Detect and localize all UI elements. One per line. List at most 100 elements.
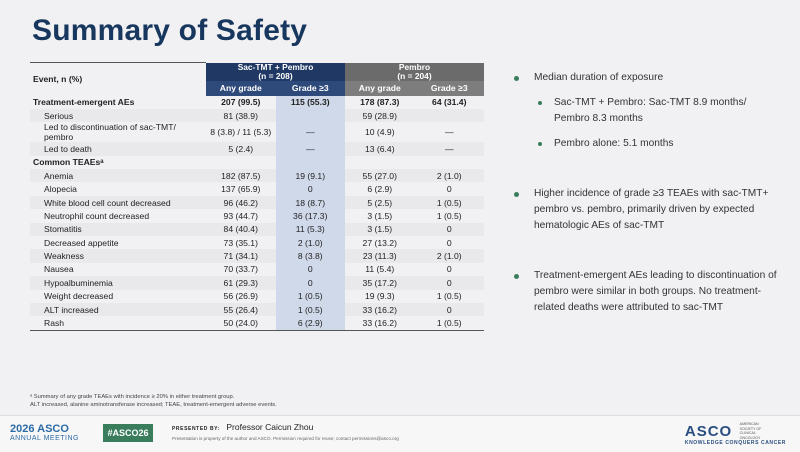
sac-group-header: Sac-TMT + Pembro (n = 208) [206,62,345,81]
row-label: Weight decreased [44,291,114,302]
pembro-group-header: Pembro (n = 204) [345,62,484,81]
row-label: Serious [30,108,206,123]
row-label: Alopecia [44,184,77,195]
pembro-any-grade-cell: 3 (1.5) [367,210,393,221]
safety-table: Event, n (%) Sac-TMT + Pembro (n = 208) … [30,62,484,331]
meeting-logo: 2026 ASCO ANNUAL MEETING [10,423,79,443]
bullet-exposure: Median duration of exposure [512,70,782,86]
sac-any-grade-cell: 5 (2.4) [206,142,276,156]
sac-any-grade-cell: 56 (26.9) [223,291,258,302]
property-notice: Presentation is property of the author a… [172,436,399,441]
presenter: PRESENTED BY: Professor Caicun Zhou [172,422,314,432]
pembro-any-grade-cell: 10 (4.9) [364,127,395,138]
sac-grade3-cell: 1 (0.5) [275,302,345,317]
key-points: Median duration of exposure Sac-TMT + Pe… [512,70,782,316]
sub-bullet-dot-icon [538,142,542,146]
bullet-dot-icon [514,192,519,197]
pembro-grade3-cell: 2 (1.0) [414,249,484,263]
sac-any-grade-cell: 93 (44.7) [223,210,258,221]
sac-any-grade-cell [206,156,276,169]
pembro-any-grade-cell: 35 (17.2) [345,276,415,290]
pembro-any-grade-cell: 33 (16.2) [345,316,415,331]
pembro-grade3-cell: — [444,127,454,138]
row-label: Stomatitis [30,222,206,237]
table-row: Decreased appetite 73 (35.1) 2 (1.0) 27 (13… [30,236,484,250]
table-row: Treatment-emergent AEs 207 (99.5) 115 (55.… [30,95,484,109]
row-label: White blood cell count decreased [30,195,206,210]
pembro-any-grade-cell: 6 (2.9) [367,184,393,195]
sac-any-grade-cell: 50 (24.0) [206,316,276,331]
sac-grade3-cell: 19 (9.1) [275,169,345,183]
table-row: Anemia 182 (87.5) 19 (9.1) 55 (27.0) 2 (1.0) [30,169,484,183]
sac-any-grade-cell: 84 (40.4) [206,222,276,237]
sub-bullet-dot-icon [538,101,542,105]
sac-grade3-cell: 8 (3.8) [275,249,345,263]
sac-any-grade-cell: 55 (26.4) [206,302,276,317]
sac-grade3-cell: 6 (2.9) [275,316,345,331]
table-row: Common TEAEsᵃ [30,155,485,170]
sac-grade3-cell: 0 [275,276,345,290]
footnote-a: ᵃ Summary of any grade TEAEs with incide… [30,394,235,400]
row-label: Decreased appetite [44,237,119,248]
row-label: Led to death [30,142,206,156]
table-row: Led to death 5 (2.4) —13 (6.4) — [30,142,484,156]
sac-grade3-cell: — [275,142,345,156]
pembro-any-grade-cell: 3 (1.5) [345,222,415,237]
sac-grade3-cell: 2 (1.0) [275,236,345,250]
pembro-grade3-cell [415,156,485,169]
sac-any-grade-cell: 182 (87.5) [206,169,276,183]
pembro-any-grade-cell: 55 (27.0) [345,169,415,183]
pembro-grade3-cell: — [414,142,484,156]
sac-grade3-cell: 36 (17.3) [275,209,345,223]
table-row: Hypoalbuminemia 61 (29.3) 0 35 (17.2) 0 [30,276,484,290]
sac-any-grade-cell: 70 (33.7) [223,264,258,275]
pembro-any-grade-cell: 27 (13.2) [362,237,397,248]
pembro-grade3-cell: 0 [446,237,452,248]
slide-title: Summary of Safety [32,14,308,47]
pembro-grade3-cell: 2 (1.0) [414,169,484,183]
pembro-grade3-cell: 0 [414,302,484,317]
bullet-dot-icon [514,76,519,81]
pembro-grade3-cell: 64 (31.4) [432,97,467,108]
sub-bullet-pembro-alone: Pembro alone: 5.1 months [512,136,782,152]
table-row: Weight decreased 56 (26.9) 1 (0.5) 19 (9.3)… [30,289,484,303]
row-label: Neutrophil count decreased [44,210,150,221]
pembro-grade3-cell: 1 (0.5) [436,210,462,221]
table-row: Neutrophil count decreased 93 (44.7) 36 (1… [30,209,484,223]
pembro-any-grade-header: Any grade [345,80,415,96]
pembro-grade3-cell: 0 [446,264,452,275]
sac-any-grade-header: Any grade [206,80,276,96]
row-label: Nausea [44,264,74,275]
pembro-grade3-cell: 1 (0.5) [436,291,462,302]
row-label: Rash [30,316,206,331]
table-row: Alopecia 137 (65.9) 0 6 (2.9) 0 [30,182,484,196]
pembro-any-grade-cell: 178 (87.3) [360,97,400,108]
row-label: Treatment-emergent AEs [33,97,135,108]
footnotes: ᵃ Summary of any grade TEAEs with incide… [30,393,277,409]
sac-grade3-cell: 1 (0.5) [275,289,345,303]
bullet-discontinuation: Treatment-emergent AEs leading to discon… [512,268,782,316]
pembro-grade3-cell: 0 [414,222,484,237]
sac-any-grade-cell: 73 (35.1) [223,237,258,248]
table-row: ALT increased 55 (26.4) 1 (0.5) 33 (16.2) 0 [30,302,484,317]
footer: 2026 ASCO ANNUAL MEETING #ASCO26 PRESENT… [0,415,800,452]
pembro-any-grade-cell: 19 (9.3) [364,291,395,302]
sac-grade3-cell [275,155,345,170]
sac-any-grade-cell: 61 (29.3) [206,276,276,290]
hashtag-badge: #ASCO26 [103,424,153,442]
row-label: Anemia [30,169,206,183]
safety-table-body: Treatment-emergent AEs 207 (99.5) 115 (55.… [30,95,485,331]
sac-grade3-cell [275,108,345,123]
pembro-grade3-cell: 0 [446,184,452,195]
sac-any-grade-cell: 137 (65.9) [221,184,261,195]
row-label: Hypoalbuminemia [30,276,206,290]
sub-bullet-sac-pembro: Sac-TMT + Pembro: Sac-TMT 8.9 months/ Pe… [512,95,782,127]
pembro-any-grade-cell: 59 (28.9) [345,108,415,123]
sac-grade3-cell: 0 [275,262,345,277]
row-label: Weakness [30,249,206,263]
footnote-abbrev: ALT increased, alanine aminotransferase … [30,402,277,408]
pembro-grade3-cell: 1 (0.5) [414,195,484,210]
table-row: Led to discontinuation of sac-TMT/ pembr… [30,122,484,143]
pembro-grade3-cell: 0 [414,276,484,290]
pembro-grade3-header: Grade ≥3 [414,80,484,96]
